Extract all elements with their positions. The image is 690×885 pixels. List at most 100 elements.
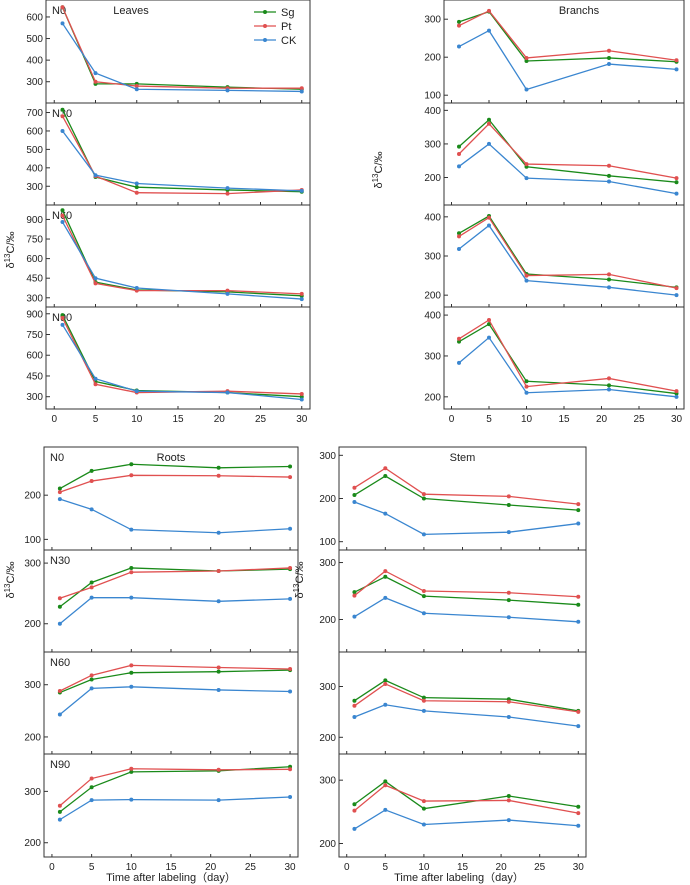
leaves-series-ck-point: [134, 389, 139, 394]
stem-series-ck-point: [576, 724, 581, 729]
y-tick-label: 300: [26, 182, 43, 193]
stem-series-pt-point: [383, 569, 388, 574]
leaves-series-sg-point: [299, 394, 304, 399]
stem-series-sg-point: [576, 508, 581, 513]
branchs-series-ck-point: [487, 28, 491, 33]
branchs-series-pt-line: [458, 122, 677, 179]
x-tick-label: 20: [496, 862, 508, 873]
x-tick-label: 15: [165, 862, 177, 873]
stem-series-pt-point: [352, 485, 357, 490]
roots-series-sg-line: [59, 766, 291, 813]
x-tick-label: 0: [49, 862, 55, 873]
leaves-series-ck-line: [61, 130, 302, 192]
roots-series-ck-point: [89, 686, 94, 691]
y-tick-label: 900: [26, 309, 43, 320]
leaves-panel-frame: [45, 204, 311, 308]
branchs-series-sg-point: [607, 277, 611, 282]
roots-series-ck-point: [57, 712, 62, 717]
x-tick-label: 30: [285, 862, 297, 873]
roots-panel-1: 100 200 N0 Roots: [24, 446, 299, 551]
branchs-series-sg-line: [458, 118, 677, 183]
y-tick-label: 100: [424, 91, 441, 102]
y-tick-label: 200: [24, 491, 41, 502]
branchs-panel-frame: [443, 102, 685, 206]
branchs-series-sg-point: [607, 383, 611, 388]
stem-series-pt-point: [352, 593, 357, 598]
x-tick-label: 30: [573, 862, 585, 873]
leaves-series-ck-point: [225, 390, 230, 395]
y-tick-label: 600: [26, 126, 43, 137]
x-tick-label: 20: [205, 862, 217, 873]
roots-series-ck-line: [59, 796, 291, 821]
branchs-panel-2: 200 300 400: [424, 102, 685, 206]
leaves-panel-frame: [45, 306, 311, 410]
branchs-series-ck-point: [524, 176, 529, 181]
roots-series-ck-point: [129, 797, 134, 802]
y-tick-label: 600: [26, 351, 43, 362]
stem-series-ck-point: [383, 807, 388, 812]
x-tick-label: 0: [344, 862, 350, 873]
leaves-series-sg-line: [61, 6, 302, 90]
stem-series-sg-point: [506, 598, 511, 603]
x-tick-label: 15: [172, 414, 184, 425]
legend-label-sg: Sg: [281, 7, 294, 19]
stem-series-ck-line: [354, 809, 579, 830]
leaves-series-pt-point: [60, 5, 65, 10]
branchs-series-ck-point: [487, 223, 491, 228]
stem-series-sg-point: [576, 804, 581, 809]
stem-series-sg-line: [354, 576, 579, 606]
roots-series-sg-point: [288, 464, 293, 469]
roots-series-pt-point: [216, 568, 221, 573]
branchs-series-pt-point: [524, 273, 529, 278]
branchs-series-pt-point: [607, 272, 611, 277]
y-tick-label: 200: [319, 733, 336, 744]
y-tick-label: 300: [26, 392, 43, 403]
stem-series-ck-point: [421, 708, 426, 713]
stem-series-ck-point: [383, 595, 388, 600]
x-tick-label: 5: [89, 862, 95, 873]
roots-series-pt-point: [57, 688, 62, 693]
branchs-series-ck-line: [458, 224, 677, 296]
stem-series-pt-point: [506, 590, 511, 595]
roots-series-ck-point: [216, 798, 221, 803]
stem-panel-2: 200 300: [319, 549, 587, 653]
y-tick-label: 400: [424, 311, 441, 322]
y-tick-label: 200: [319, 839, 336, 850]
stem-series-ck-line: [354, 704, 579, 727]
x-tick-label: 15: [558, 414, 570, 425]
y-tick-label: 200: [24, 732, 41, 743]
roots-series-pt-line: [59, 664, 291, 692]
leaves-series-ck-line: [61, 324, 302, 401]
roots-series-ck-line: [59, 597, 291, 625]
y-tick-label: 750: [26, 330, 43, 341]
roots-series-ck-point: [288, 795, 293, 800]
roots-series-sg-point: [57, 809, 62, 814]
y-axis-title-branchs: δ13C/‰: [371, 151, 385, 188]
legend-label-ck: CK: [281, 35, 297, 47]
y-tick-label: 200: [424, 392, 441, 403]
roots-panel-frame: [43, 549, 299, 653]
branchs-series-ck-line: [458, 143, 677, 195]
branchs-series-ck-point: [457, 164, 461, 169]
leaves-series-ck-point: [60, 322, 65, 327]
leaves-series-pt-point: [299, 291, 304, 296]
branchs-series-sg-point: [524, 379, 529, 384]
stem-series-sg-point: [576, 602, 581, 607]
stem-panel-frame: [338, 651, 587, 755]
leaves-series-ck-line: [61, 221, 302, 300]
leaves-series-ck-point: [134, 285, 139, 290]
leaves-series-pt-line: [61, 6, 302, 89]
leaves-series-sg-point: [60, 208, 65, 213]
stem-series-pt-point: [421, 698, 426, 703]
stem-series-pt-point: [383, 681, 388, 686]
y-tick-label: 100: [24, 535, 41, 546]
branchs-series-pt-point: [524, 55, 529, 60]
y-tick-label: 300: [424, 351, 441, 362]
legend: Sg Pt CK: [254, 7, 297, 47]
stem-series-ck-point: [352, 826, 357, 831]
y-tick-label: 450: [26, 371, 43, 382]
roots-series-pt-point: [89, 479, 94, 484]
stem-panel-frame: [338, 753, 587, 858]
stem-series-pt-point: [576, 709, 581, 714]
